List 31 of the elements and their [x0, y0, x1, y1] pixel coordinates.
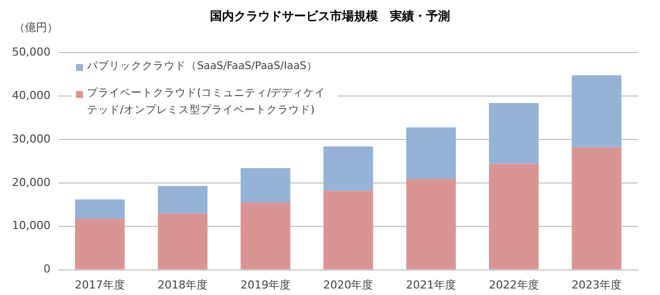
y-tick-label: 30,000: [12, 132, 50, 146]
x-tick-label: 2021年度: [406, 278, 456, 292]
y-tick-label: 10,000: [12, 219, 50, 232]
bar: [572, 147, 622, 270]
x-tick-label: 2018年度: [158, 278, 208, 292]
y-tick-label: 50,000: [12, 45, 50, 58]
y-axis-title: （億円）: [14, 20, 58, 35]
y-tick-label: 0: [43, 262, 50, 276]
bar: [240, 168, 290, 202]
x-tick-label: 2023年度: [572, 278, 622, 292]
bar: [488, 102, 539, 164]
bar: [406, 179, 456, 270]
bar: [488, 164, 539, 270]
x-tick-label: 2019年度: [240, 278, 290, 292]
y-tick-label: 20,000: [12, 176, 50, 189]
x-tick-label: 2017年度: [74, 278, 125, 292]
bar: [75, 199, 125, 219]
bar: [158, 213, 208, 270]
bar: [240, 202, 290, 270]
bar: [323, 190, 374, 270]
chart-title: 国内クラウドサービス市場規模 実績・予測: [210, 9, 450, 23]
x-tick-label: 2020年度: [323, 278, 374, 292]
bar: [323, 146, 374, 191]
bar: [158, 186, 208, 214]
bar: [572, 75, 622, 148]
x-tick-label: 2022年度: [488, 278, 539, 292]
bar: [406, 127, 456, 180]
y-tick-label: 40,000: [12, 88, 50, 102]
legend-label: パブリッククラウド（SaaS/FaaS/PaaS/IaaS）: [87, 59, 318, 74]
legend-label: プライベートクラウド(コミュニティ/デディケイテッド/オンプレミス型プライベートクラウド): [87, 86, 327, 118]
bar: [75, 218, 125, 270]
